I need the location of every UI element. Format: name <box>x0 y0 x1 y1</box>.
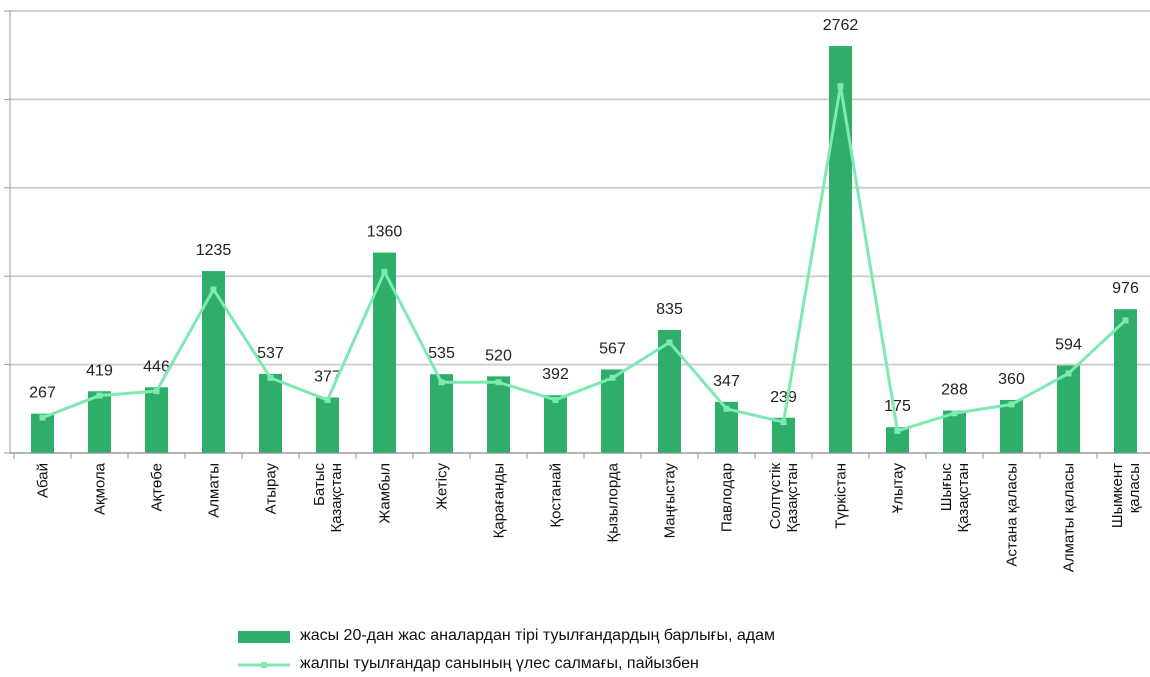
x-tick-label: Атырау <box>262 463 279 515</box>
x-tick-label: Павлодар <box>718 463 735 533</box>
data-label: 419 <box>86 362 113 379</box>
data-label: 288 <box>941 382 968 399</box>
data-label: 594 <box>1055 336 1082 353</box>
bar <box>943 410 966 453</box>
bar <box>145 387 168 453</box>
line-marker <box>153 388 160 395</box>
data-label: 239 <box>770 389 797 406</box>
bar <box>259 373 282 453</box>
line <box>41 85 1127 433</box>
x-tick-label: Ақтөбе <box>148 463 165 512</box>
x-tick-label: Астана қаласы <box>1003 463 1020 567</box>
bar <box>601 369 624 453</box>
line-marker <box>1008 401 1015 408</box>
data-label: 360 <box>998 371 1025 388</box>
line-marker <box>210 286 217 293</box>
line-marker <box>951 410 958 417</box>
data-label: 1360 <box>367 224 403 241</box>
line-marker <box>495 379 502 386</box>
line-marker <box>780 419 787 426</box>
bar <box>1000 399 1023 453</box>
x-tick-label: Қызылорда <box>604 463 621 543</box>
bar <box>772 417 795 453</box>
bar <box>715 401 738 453</box>
line-marker <box>723 405 730 412</box>
line-marker <box>1065 370 1072 377</box>
line-marker <box>552 396 559 403</box>
line-marker <box>381 268 388 275</box>
line-marker <box>324 396 331 403</box>
legend-label: жалпы туылғандар санының үлес салмағы, п… <box>300 655 699 672</box>
x-tick-label: Жамбыл <box>376 463 393 524</box>
bar <box>430 374 453 453</box>
x-tick-label: Қарағанды <box>490 463 507 539</box>
x-tick-label: Түркістан <box>832 463 849 529</box>
bar <box>1114 309 1137 453</box>
line-marker <box>39 414 46 421</box>
line-marker <box>438 379 445 386</box>
x-tick-label: Шығыс Қазақстан <box>937 463 972 533</box>
data-label: 835 <box>656 301 683 318</box>
bar <box>487 376 510 453</box>
data-label: 267 <box>29 385 56 402</box>
bar <box>202 271 225 453</box>
bar <box>544 395 567 453</box>
x-tick-label: Солтүстік Қазақстан <box>766 463 801 533</box>
x-tick-label: Қостанай <box>547 463 564 528</box>
line-marker <box>96 392 103 399</box>
x-tick-label: Батыс Қазақстан <box>310 463 345 533</box>
x-tick-label: Алматы <box>205 463 222 518</box>
data-label: 567 <box>599 340 626 357</box>
data-label: 175 <box>884 398 911 415</box>
data-label: 535 <box>428 345 455 362</box>
data-label: 446 <box>143 358 170 375</box>
data-label: 347 <box>713 373 740 390</box>
bar <box>886 427 909 453</box>
x-tick-label: Маңғыстау <box>661 463 678 539</box>
line-marker <box>894 427 901 434</box>
data-label: 392 <box>542 366 569 383</box>
data-label: 1235 <box>196 242 232 259</box>
line-marker <box>609 374 616 381</box>
line-marker <box>1122 317 1129 324</box>
x-tick-label: Шымкент қаласы <box>1108 463 1143 529</box>
bar <box>373 252 396 453</box>
bar <box>829 46 852 453</box>
legend-label: жасы 20-дан жас аналардан тірі туылғанда… <box>300 627 775 644</box>
legend-marker <box>261 662 267 668</box>
x-tick-label: Ұлытау <box>889 463 906 514</box>
x-tick-label: Абай <box>34 463 51 498</box>
legend-swatch <box>238 631 290 643</box>
line-marker <box>267 374 274 381</box>
line-marker <box>837 83 844 90</box>
x-tick-label: Алматы қаласы <box>1060 463 1077 573</box>
data-label: 537 <box>257 345 284 362</box>
data-label: 520 <box>485 347 512 364</box>
bar <box>658 329 681 453</box>
bar <box>31 413 54 453</box>
data-label: 2762 <box>823 17 859 34</box>
data-label: 976 <box>1112 280 1139 297</box>
bar <box>1057 365 1080 453</box>
bar <box>316 397 339 453</box>
x-tick-label: Ақмола <box>91 463 108 515</box>
x-tick-label: Жетісу <box>433 463 450 510</box>
line-marker <box>666 339 673 346</box>
bar <box>88 391 111 453</box>
